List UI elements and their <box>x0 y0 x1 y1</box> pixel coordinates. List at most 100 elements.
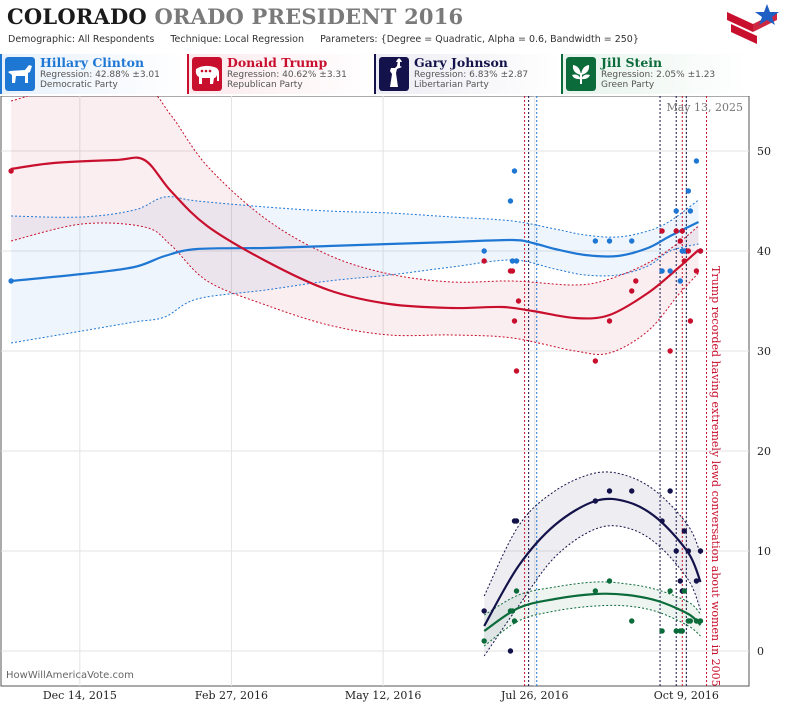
page-title: COLORADO ORADO PRESIDENT 2016 <box>7 4 463 29</box>
y-tick-label: 30 <box>757 345 771 358</box>
data-point <box>481 248 487 254</box>
data-point <box>659 228 665 234</box>
lower-bound-line <box>11 243 699 344</box>
legend-item-trump[interactable]: Donald Trump Regression: 40.62% ±3.31 Re… <box>187 54 374 94</box>
data-point <box>693 158 700 164</box>
data-point <box>592 358 599 364</box>
title-race: ORADO PRESIDENT 2016 <box>154 4 464 29</box>
x-tick-label: Jul 26, 2016 <box>500 689 569 702</box>
legend-party: Green Party <box>601 80 655 90</box>
site-logo-icon[interactable] <box>723 2 783 48</box>
y-tick-label: 50 <box>757 145 771 158</box>
data-point <box>629 238 635 244</box>
data-point <box>509 258 516 264</box>
candidate-legend: Hillary Clinton Regression: 42.88% ±3.01… <box>0 54 789 94</box>
y-tick-label: 10 <box>757 545 771 558</box>
parameters-label: Parameters: {Degree = Quadratic, Alpha =… <box>320 34 639 45</box>
data-point <box>629 618 635 624</box>
data-point <box>679 228 685 234</box>
legend-item-johnson[interactable]: Gary Johnson Regression: 6.83% ±2.87 Lib… <box>374 54 561 94</box>
trend-line <box>10 221 699 283</box>
data-point <box>659 628 665 634</box>
x-tick-label: Dec 14, 2015 <box>43 689 117 702</box>
legend-regression: Regression: 40.62% ±3.31 <box>227 70 347 80</box>
trend-line <box>483 497 702 627</box>
legend-regression: Regression: 42.88% ±3.01 <box>40 70 160 80</box>
data-point <box>673 228 679 234</box>
data-point <box>673 628 679 634</box>
data-point <box>693 268 700 274</box>
data-point <box>606 578 613 584</box>
data-point <box>697 618 704 624</box>
date-stamp: May 13, 2025 <box>666 101 743 114</box>
x-tick-label: May 12, 2016 <box>345 689 422 702</box>
data-point <box>8 168 14 174</box>
data-point <box>681 588 688 594</box>
legend-name: Gary Johnson <box>414 55 508 70</box>
data-point <box>513 258 520 264</box>
data-point <box>693 618 700 624</box>
title-state: COLORADO <box>7 4 147 29</box>
data-point <box>667 268 673 274</box>
data-point <box>687 618 694 624</box>
legend-name: Jill Stein <box>601 55 663 70</box>
data-point <box>685 188 692 194</box>
elephant-icon <box>192 57 222 91</box>
data-point <box>481 258 487 264</box>
trend-line <box>10 156 700 320</box>
legend-party: Republican Party <box>227 80 303 90</box>
liberty-icon <box>379 57 409 91</box>
data-point <box>685 248 692 254</box>
confidence-band <box>11 96 699 355</box>
data-point <box>513 518 520 524</box>
upper-bound-line <box>10 96 699 286</box>
data-point <box>673 548 679 554</box>
lower-bound-line <box>10 222 699 355</box>
y-tick-label: 40 <box>757 245 771 258</box>
data-point <box>515 298 522 304</box>
data-point <box>481 638 487 644</box>
data-point <box>606 488 613 494</box>
data-point <box>659 268 665 274</box>
data-point <box>677 578 683 584</box>
data-point <box>8 278 14 284</box>
legend-name: Hillary Clinton <box>40 55 145 70</box>
data-point <box>673 208 679 214</box>
data-point <box>509 268 516 274</box>
leaf-icon <box>566 57 596 91</box>
data-point <box>511 168 518 174</box>
legend-name: Donald Trump <box>227 55 328 70</box>
y-tick-label: 0 <box>757 645 764 658</box>
legend-party: Libertarian Party <box>414 80 489 90</box>
legend-item-stein[interactable]: Jill Stein Regression: 2.05% ±1.23 Green… <box>561 54 748 94</box>
data-point <box>507 198 514 204</box>
upper-bound-line <box>11 196 699 238</box>
data-point <box>687 318 694 324</box>
legend-item-clinton[interactable]: Hillary Clinton Regression: 42.88% ±3.01… <box>0 54 187 94</box>
event-annotation: Trump recorded having extremely lewd con… <box>709 266 722 687</box>
data-point <box>592 238 599 244</box>
upper-bound-line <box>483 471 701 597</box>
donkey-icon <box>5 57 35 91</box>
confidence-band <box>484 471 701 656</box>
data-point <box>511 618 518 624</box>
trend-line <box>483 592 702 632</box>
data-point <box>681 248 688 254</box>
data-point <box>667 488 673 494</box>
legend-party: Democratic Party <box>40 80 118 90</box>
data-point <box>677 238 683 244</box>
data-point <box>667 588 673 594</box>
data-point <box>687 208 694 214</box>
data-point <box>681 258 688 264</box>
data-point <box>513 368 520 374</box>
data-point <box>629 488 635 494</box>
data-point <box>592 498 599 504</box>
legend-regression: Regression: 2.05% ±1.23 <box>601 70 716 80</box>
parameters-bar: Demographic: All Respondents Technique: … <box>8 34 652 45</box>
data-point <box>633 278 639 284</box>
data-point <box>513 588 520 594</box>
x-tick-label: Oct 9, 2016 <box>654 689 719 702</box>
legend-regression: Regression: 6.83% ±2.87 <box>414 70 529 80</box>
data-point <box>667 348 673 354</box>
data-point <box>681 528 688 534</box>
